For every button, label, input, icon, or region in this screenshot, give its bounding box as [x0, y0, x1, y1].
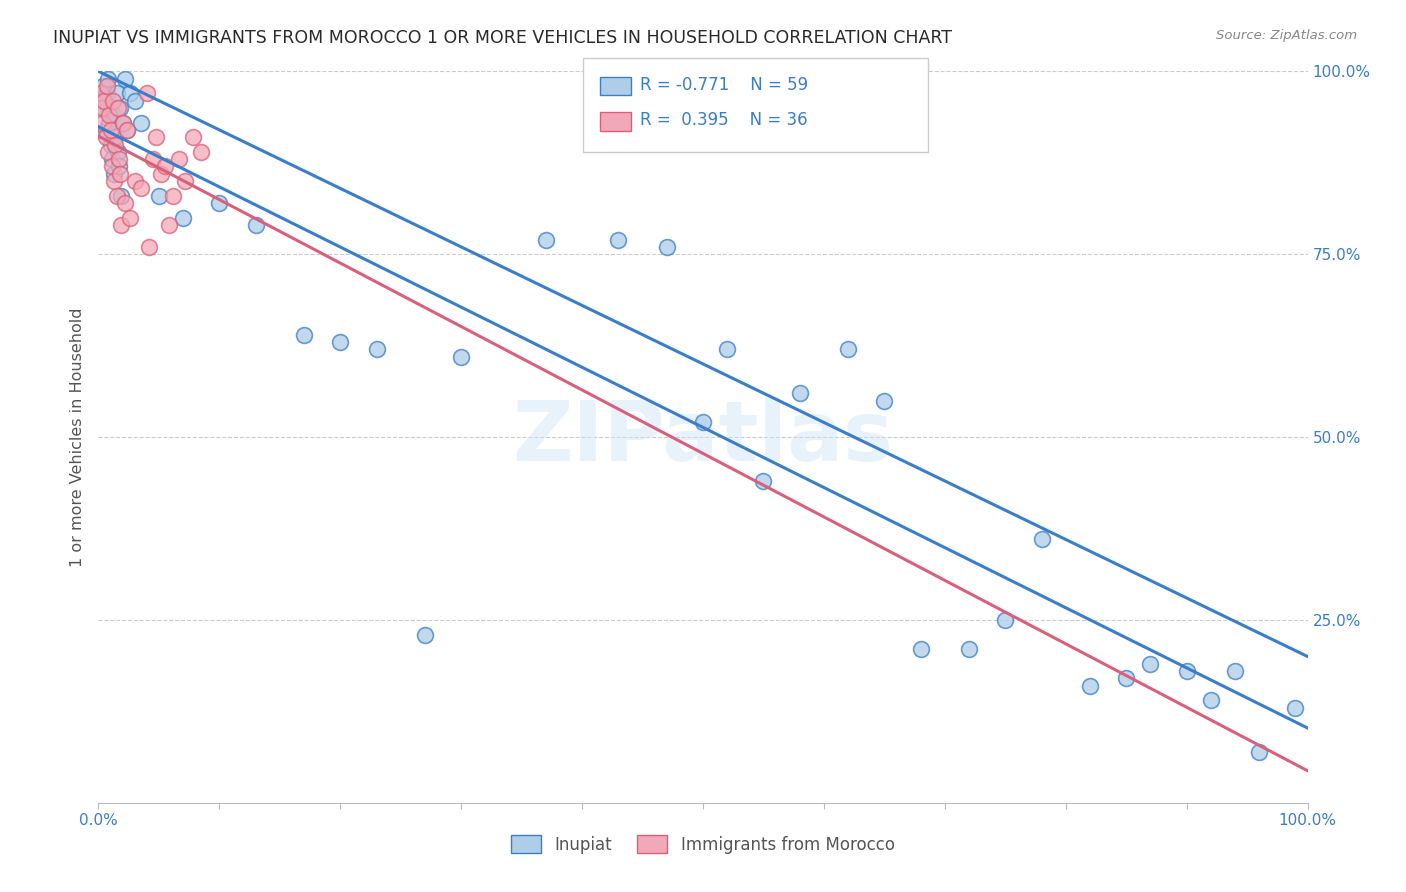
Point	[93, 101, 115, 115]
Point	[1115, 672, 1137, 686]
Legend: Inupiat, Immigrants from Morocco: Inupiat, Immigrants from Morocco	[505, 829, 901, 860]
Point	[148, 188, 170, 202]
Point	[1078, 679, 1101, 693]
Point	[103, 174, 125, 188]
Point	[957, 642, 980, 657]
Point	[873, 393, 896, 408]
Point	[101, 94, 124, 108]
Point	[607, 233, 630, 247]
Point	[124, 94, 146, 108]
Point	[716, 343, 738, 357]
Point	[752, 474, 775, 488]
Point	[1031, 533, 1053, 547]
Point	[153, 160, 176, 174]
Point	[100, 160, 122, 174]
Point	[534, 233, 557, 247]
Point	[104, 137, 127, 152]
Point	[97, 71, 120, 86]
Point	[117, 123, 139, 137]
Point	[157, 218, 180, 232]
Point	[94, 130, 117, 145]
Point	[96, 78, 118, 93]
Point	[162, 188, 184, 202]
Point	[110, 188, 132, 202]
Point	[655, 240, 678, 254]
Point	[789, 386, 811, 401]
Point	[94, 123, 117, 137]
Point	[142, 152, 165, 166]
Point	[111, 115, 134, 129]
Point	[1249, 745, 1271, 759]
Point	[169, 152, 191, 166]
Point	[103, 167, 125, 181]
Point	[114, 196, 136, 211]
Point	[91, 94, 114, 108]
Text: R = -0.771    N = 59: R = -0.771 N = 59	[640, 76, 808, 94]
Point	[101, 108, 124, 122]
Text: Source: ZipAtlas.com: Source: ZipAtlas.com	[1216, 29, 1357, 42]
Point	[110, 218, 132, 232]
Point	[135, 87, 157, 101]
Point	[190, 145, 212, 159]
Point	[90, 87, 112, 101]
Text: INUPIAT VS IMMIGRANTS FROM MOROCCO 1 OR MORE VEHICLES IN HOUSEHOLD CORRELATION C: INUPIAT VS IMMIGRANTS FROM MOROCCO 1 OR …	[53, 29, 952, 46]
Point	[129, 115, 152, 129]
Point	[245, 218, 267, 232]
Point	[104, 130, 127, 145]
Point	[366, 343, 388, 357]
Point	[100, 137, 122, 152]
Text: R =  0.395    N = 36: R = 0.395 N = 36	[640, 112, 807, 129]
Point	[107, 101, 129, 115]
Point	[124, 174, 146, 188]
Point	[692, 416, 714, 430]
Y-axis label: 1 or more Vehicles in Household: 1 or more Vehicles in Household	[70, 308, 86, 566]
Point	[837, 343, 859, 357]
Point	[93, 94, 115, 108]
Point	[129, 181, 152, 195]
Point	[111, 115, 134, 129]
Point	[910, 642, 932, 657]
Point	[108, 167, 131, 181]
Point	[208, 196, 231, 211]
Point	[107, 145, 129, 159]
Point	[1284, 700, 1306, 714]
Point	[1139, 657, 1161, 671]
Point	[91, 101, 114, 115]
Point	[1199, 693, 1222, 707]
Point	[138, 240, 160, 254]
Point	[292, 327, 315, 342]
Point	[150, 167, 173, 181]
Point	[117, 123, 139, 137]
Point	[450, 350, 472, 364]
Point	[1223, 664, 1246, 678]
Point	[91, 78, 114, 93]
Point	[145, 130, 167, 145]
Point	[1175, 664, 1198, 678]
Point	[114, 71, 136, 86]
Point	[108, 101, 131, 115]
Point	[118, 87, 141, 101]
Point	[108, 160, 131, 174]
Point	[96, 87, 118, 101]
Point	[98, 108, 121, 122]
Point	[100, 123, 122, 137]
Point	[413, 627, 436, 641]
Point	[105, 87, 128, 101]
Point	[105, 188, 128, 202]
Point	[181, 130, 204, 145]
Point	[98, 115, 121, 129]
Point	[91, 115, 114, 129]
Point	[97, 145, 120, 159]
Point	[100, 152, 122, 166]
Text: ZIPatlas: ZIPatlas	[513, 397, 893, 477]
Point	[994, 613, 1017, 627]
Point	[118, 211, 141, 225]
Point	[108, 152, 131, 166]
Point	[174, 174, 197, 188]
Point	[172, 211, 194, 225]
Point	[329, 334, 352, 349]
